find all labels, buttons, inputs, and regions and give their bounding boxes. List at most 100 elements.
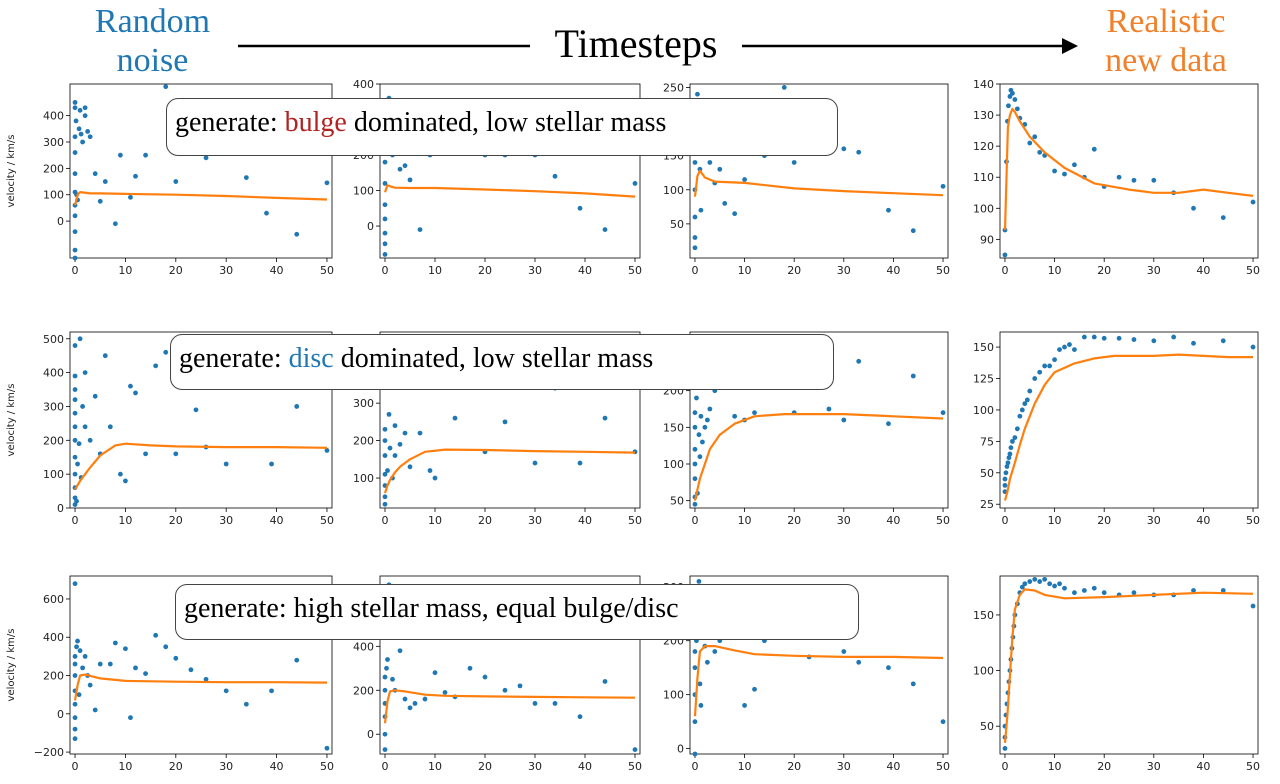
x-tick-label: 0 (382, 264, 389, 277)
x-tick-label: 40 (1196, 514, 1210, 527)
data-point (80, 665, 85, 671)
data-point (722, 201, 728, 206)
data-point (1037, 579, 1043, 584)
plot-frame (379, 83, 641, 259)
data-point (697, 166, 703, 172)
data-point (72, 454, 78, 460)
data-point (407, 464, 413, 470)
data-point (1062, 585, 1067, 591)
data-point (1006, 455, 1012, 461)
plot-frame (999, 83, 1259, 259)
data-point (97, 198, 103, 204)
data-point (173, 179, 179, 184)
model-curve (383, 448, 636, 494)
data-point (387, 445, 393, 451)
model-curve (1003, 588, 1254, 743)
data-point (1010, 90, 1015, 96)
x-tick-label: 10 (738, 514, 752, 527)
data-point (72, 387, 78, 392)
data-point (1057, 581, 1062, 587)
data-point (392, 453, 398, 458)
data-point (72, 213, 78, 219)
data-point (695, 91, 700, 97)
data-point (577, 460, 583, 466)
prompt-disc: generate: disc dominated, low stellar ma… (170, 334, 834, 390)
y-tick-label: 400 (353, 640, 374, 653)
data-point (72, 134, 78, 140)
data-point (1022, 581, 1028, 587)
data-point (123, 646, 128, 652)
data-point (82, 424, 88, 430)
y-tick-label: 0 (57, 502, 64, 515)
data-point (324, 448, 330, 453)
data-point (402, 696, 408, 702)
x-tick-label: 30 (837, 760, 851, 773)
x-tick-label: 10 (118, 760, 132, 773)
prompt-prefix: generate: (184, 593, 294, 624)
data-point (87, 134, 93, 140)
panel-3-4: 0 10 20 30 40 50 50 100 150 (973, 575, 1260, 773)
data-point (1014, 426, 1020, 432)
x-tick-label: 10 (428, 514, 442, 527)
data-point (102, 179, 108, 184)
random-noise-label: Random noise (70, 2, 235, 80)
data-point (1002, 746, 1008, 751)
data-point (696, 578, 702, 584)
y-tick-label: 50 (980, 467, 994, 480)
data-point (692, 649, 698, 654)
y-tick-label: 140 (973, 78, 994, 91)
plot-frame (689, 83, 949, 259)
y-tick-label: 125 (973, 373, 994, 386)
data-point (72, 736, 78, 742)
data-point (1220, 588, 1226, 593)
data-point (602, 679, 608, 684)
x-tick-label: 0 (691, 760, 698, 773)
y-tick-label: 50 (980, 720, 994, 733)
y-tick-label: 110 (973, 171, 994, 184)
data-point (112, 221, 118, 227)
data-point (752, 410, 757, 416)
plot-frame (69, 83, 333, 259)
data-point (397, 648, 403, 654)
x-tick-label: 20 (478, 760, 492, 773)
data-point (712, 649, 718, 654)
data-point (1052, 357, 1057, 363)
data-point (1091, 334, 1097, 340)
data-point (1019, 407, 1025, 413)
data-point (117, 152, 123, 158)
data-point (1062, 171, 1067, 177)
data-point (133, 390, 138, 396)
data-point (1067, 342, 1072, 347)
prompt-prefix: generate: (175, 107, 285, 138)
data-point (1171, 334, 1177, 340)
y-tick-label: 200 (43, 670, 64, 683)
data-point (1003, 470, 1009, 476)
data-point (392, 423, 398, 429)
data-point (1072, 347, 1077, 352)
data-point (203, 676, 209, 682)
data-point (77, 336, 83, 342)
data-point (1250, 199, 1256, 205)
data-point (82, 653, 88, 659)
data-point (80, 404, 85, 409)
data-point (1024, 397, 1030, 403)
y-tick-label: 0 (677, 743, 684, 756)
data-point (886, 207, 891, 213)
data-point (264, 210, 269, 216)
data-point (402, 430, 408, 436)
x-tick-label: 0 (72, 760, 79, 773)
data-point (382, 241, 388, 247)
data-point (692, 160, 698, 165)
y-tick-label: 400 (43, 110, 64, 123)
x-tick-label: 30 (837, 264, 851, 277)
x-tick-label: 30 (528, 264, 542, 277)
data-point (382, 687, 388, 693)
realistic-line1: Realistic (1106, 3, 1226, 40)
data-point (112, 640, 118, 646)
y-tick-label: 250 (663, 81, 684, 94)
x-tick-label: 0 (1001, 264, 1008, 277)
data-point (910, 681, 916, 687)
data-point (72, 229, 78, 235)
x-tick-label: 10 (1048, 760, 1062, 773)
data-point (482, 674, 488, 680)
